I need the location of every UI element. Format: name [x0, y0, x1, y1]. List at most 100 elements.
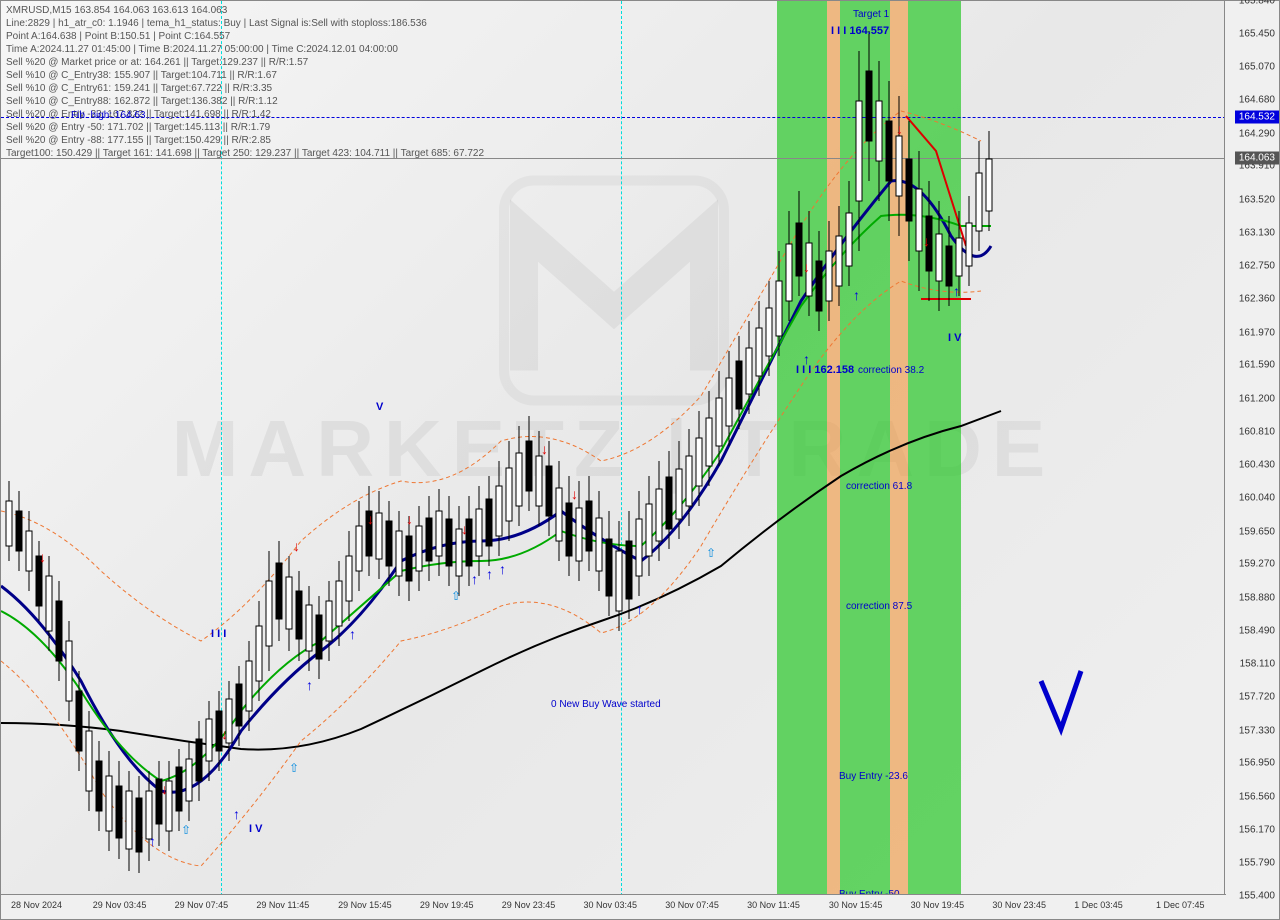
- y-tick-label: 158.110: [1240, 658, 1275, 669]
- y-axis: 165.840165.450165.070164.680164.290163.9…: [1224, 1, 1279, 896]
- annotation-label: Fib. high: 164.63: [71, 110, 146, 121]
- x-tick-label: 1 Dec 03:45: [1074, 900, 1123, 910]
- annotation-label: Target 1: [853, 9, 889, 20]
- y-tick-label: 157.330: [1239, 725, 1275, 736]
- arrow-down-icon: ↓: [803, 259, 810, 275]
- vline-cyan-2: [621, 1, 622, 896]
- arrow-up-icon: ↑: [149, 833, 156, 849]
- y-tick-label: 158.880: [1239, 592, 1275, 603]
- x-tick-label: 29 Nov 23:45: [502, 900, 556, 910]
- green-zone-2: [840, 1, 890, 896]
- annotation-label: I I I: [211, 628, 226, 640]
- annotation-label: I V: [249, 823, 262, 835]
- info-line-0: XMRUSD,M15 163.854 164.063 163.613 164.0…: [6, 4, 227, 17]
- y-tick-label: 156.170: [1239, 824, 1275, 835]
- green-zone-3: [908, 1, 961, 896]
- info-line-6: Sell %10 @ C_Entry61: 159.241 || Target:…: [6, 82, 272, 95]
- arrow-down-icon: ↓: [406, 511, 413, 527]
- chart-container: MARKETZ | TRADE: [0, 0, 1280, 920]
- arrow-down-icon: ↓: [293, 538, 300, 554]
- y-tick-label: 155.790: [1239, 857, 1275, 868]
- annotation-label: I I I 164.557: [831, 25, 889, 37]
- x-tick-label: 30 Nov 11:45: [747, 900, 800, 910]
- arrow-down-icon: ↓: [161, 781, 168, 797]
- info-line-11: Target100: 150.429 || Target 161: 141.69…: [6, 147, 484, 160]
- y-tick-label: 165.070: [1239, 62, 1275, 73]
- arrow-up-icon: ↑: [471, 571, 478, 587]
- x-axis: 28 Nov 202429 Nov 03:4529 Nov 07:4529 No…: [1, 894, 1226, 919]
- y-tick-label: 164.680: [1239, 95, 1275, 106]
- info-line-9: Sell %20 @ Entry -50: 171.702 || Target:…: [6, 121, 270, 134]
- x-tick-label: 29 Nov 15:45: [338, 900, 392, 910]
- arrow-up-icon: ↑: [499, 561, 506, 577]
- orange-zone-1: [827, 1, 840, 896]
- annotation-label: 0 New Buy Wave started: [551, 699, 661, 710]
- annotation-label: correction 61.8: [846, 481, 912, 492]
- arrow-up-icon: ↑: [349, 626, 356, 642]
- annotation-label: correction 87.5: [846, 601, 912, 612]
- arrow-down-icon: ↓: [541, 441, 548, 457]
- y-tick-label: 161.970: [1239, 327, 1275, 338]
- arrow-down-icon: ↓: [923, 233, 930, 249]
- y-tick-label: 161.590: [1239, 360, 1275, 371]
- annotation-label: Buy Entry -23.6: [839, 771, 908, 782]
- x-tick-label: 30 Nov 03:45: [584, 900, 638, 910]
- arrow-up-icon: ↑: [233, 806, 240, 822]
- blue-v-marker: [1041, 671, 1081, 729]
- info-line-7: Sell %10 @ C_Entry88: 162.872 || Target:…: [6, 95, 278, 108]
- y-tick-label: 165.450: [1239, 29, 1275, 40]
- annotation-label: I V: [948, 332, 961, 344]
- chart-plot-area[interactable]: MARKETZ | TRADE: [1, 1, 1226, 896]
- info-line-1: Line:2829 | h1_atr_c0: 1.1946 | tema_h1_…: [6, 17, 427, 30]
- annotation-label: V: [376, 401, 383, 413]
- y-tick-label: 163.520: [1239, 194, 1275, 205]
- info-line-4: Sell %20 @ Market price or at: 164.261 |…: [6, 56, 308, 69]
- x-tick-label: 28 Nov 2024: [11, 900, 62, 910]
- arrow-outline-icon: ⇧: [451, 589, 461, 603]
- arrow-down-icon: ↓: [896, 121, 903, 137]
- y-tick-label: 161.200: [1239, 393, 1275, 404]
- arrow-up-icon: ↑: [486, 566, 493, 582]
- y-tick-label: 155.400: [1239, 891, 1275, 902]
- info-line-10: Sell %20 @ Entry -88: 177.155 || Target:…: [6, 134, 271, 147]
- watermark-logo: [464, 141, 764, 488]
- arrow-outline-icon: ⇧: [706, 546, 716, 560]
- y-tick-label: 160.040: [1239, 493, 1275, 504]
- x-tick-label: 29 Nov 11:45: [256, 900, 309, 910]
- info-line-5: Sell %10 @ C_Entry38: 155.907 || Target:…: [6, 69, 277, 82]
- y-tick-label: 158.490: [1239, 626, 1275, 637]
- arrow-down-icon: ↓: [221, 726, 228, 742]
- y-tick-label: 157.720: [1239, 692, 1275, 703]
- x-tick-label: 30 Nov 07:45: [665, 900, 719, 910]
- x-tick-label: 30 Nov 23:45: [992, 900, 1046, 910]
- y-tick-label: 165.840: [1239, 0, 1275, 7]
- y-tick-label: 156.950: [1239, 758, 1275, 769]
- arrow-outline-icon: ⇧: [289, 761, 299, 775]
- x-tick-label: 30 Nov 15:45: [829, 900, 883, 910]
- price-marker-blue: 164.532: [1235, 111, 1279, 124]
- y-tick-label: 156.560: [1239, 791, 1275, 802]
- arrow-down-icon: ↓: [461, 521, 468, 537]
- y-tick-label: 162.360: [1239, 294, 1275, 305]
- y-tick-label: 160.810: [1239, 427, 1275, 438]
- x-tick-label: 29 Nov 19:45: [420, 900, 474, 910]
- x-tick-label: 1 Dec 07:45: [1156, 900, 1205, 910]
- arrow-down-icon: ↓: [571, 486, 578, 502]
- y-tick-label: 162.750: [1239, 260, 1275, 271]
- x-tick-label: 29 Nov 07:45: [175, 900, 229, 910]
- arrow-up-icon: ↑: [953, 283, 960, 299]
- y-tick-label: 164.290: [1239, 128, 1275, 139]
- arrow-down-icon: ↓: [367, 511, 374, 527]
- arrow-up-icon: ↑: [306, 677, 313, 693]
- y-tick-label: 159.650: [1239, 526, 1275, 537]
- y-tick-label: 159.270: [1239, 559, 1275, 570]
- annotation-label: correction 38.2: [858, 365, 924, 376]
- y-tick-label: 160.430: [1239, 459, 1275, 470]
- y-tick-label: 163.130: [1239, 228, 1275, 239]
- arrow-up-icon: ↑: [636, 601, 643, 617]
- info-line-2: Point A:164.638 | Point B:150.51 | Point…: [6, 30, 230, 43]
- arrow-up-icon: ↑: [803, 351, 810, 367]
- arrow-up-icon: ↑: [853, 287, 860, 303]
- info-line-3: Time A:2024.11.27 01:45:00 | Time B:2024…: [6, 43, 398, 56]
- price-marker-current: 164.063: [1235, 152, 1279, 165]
